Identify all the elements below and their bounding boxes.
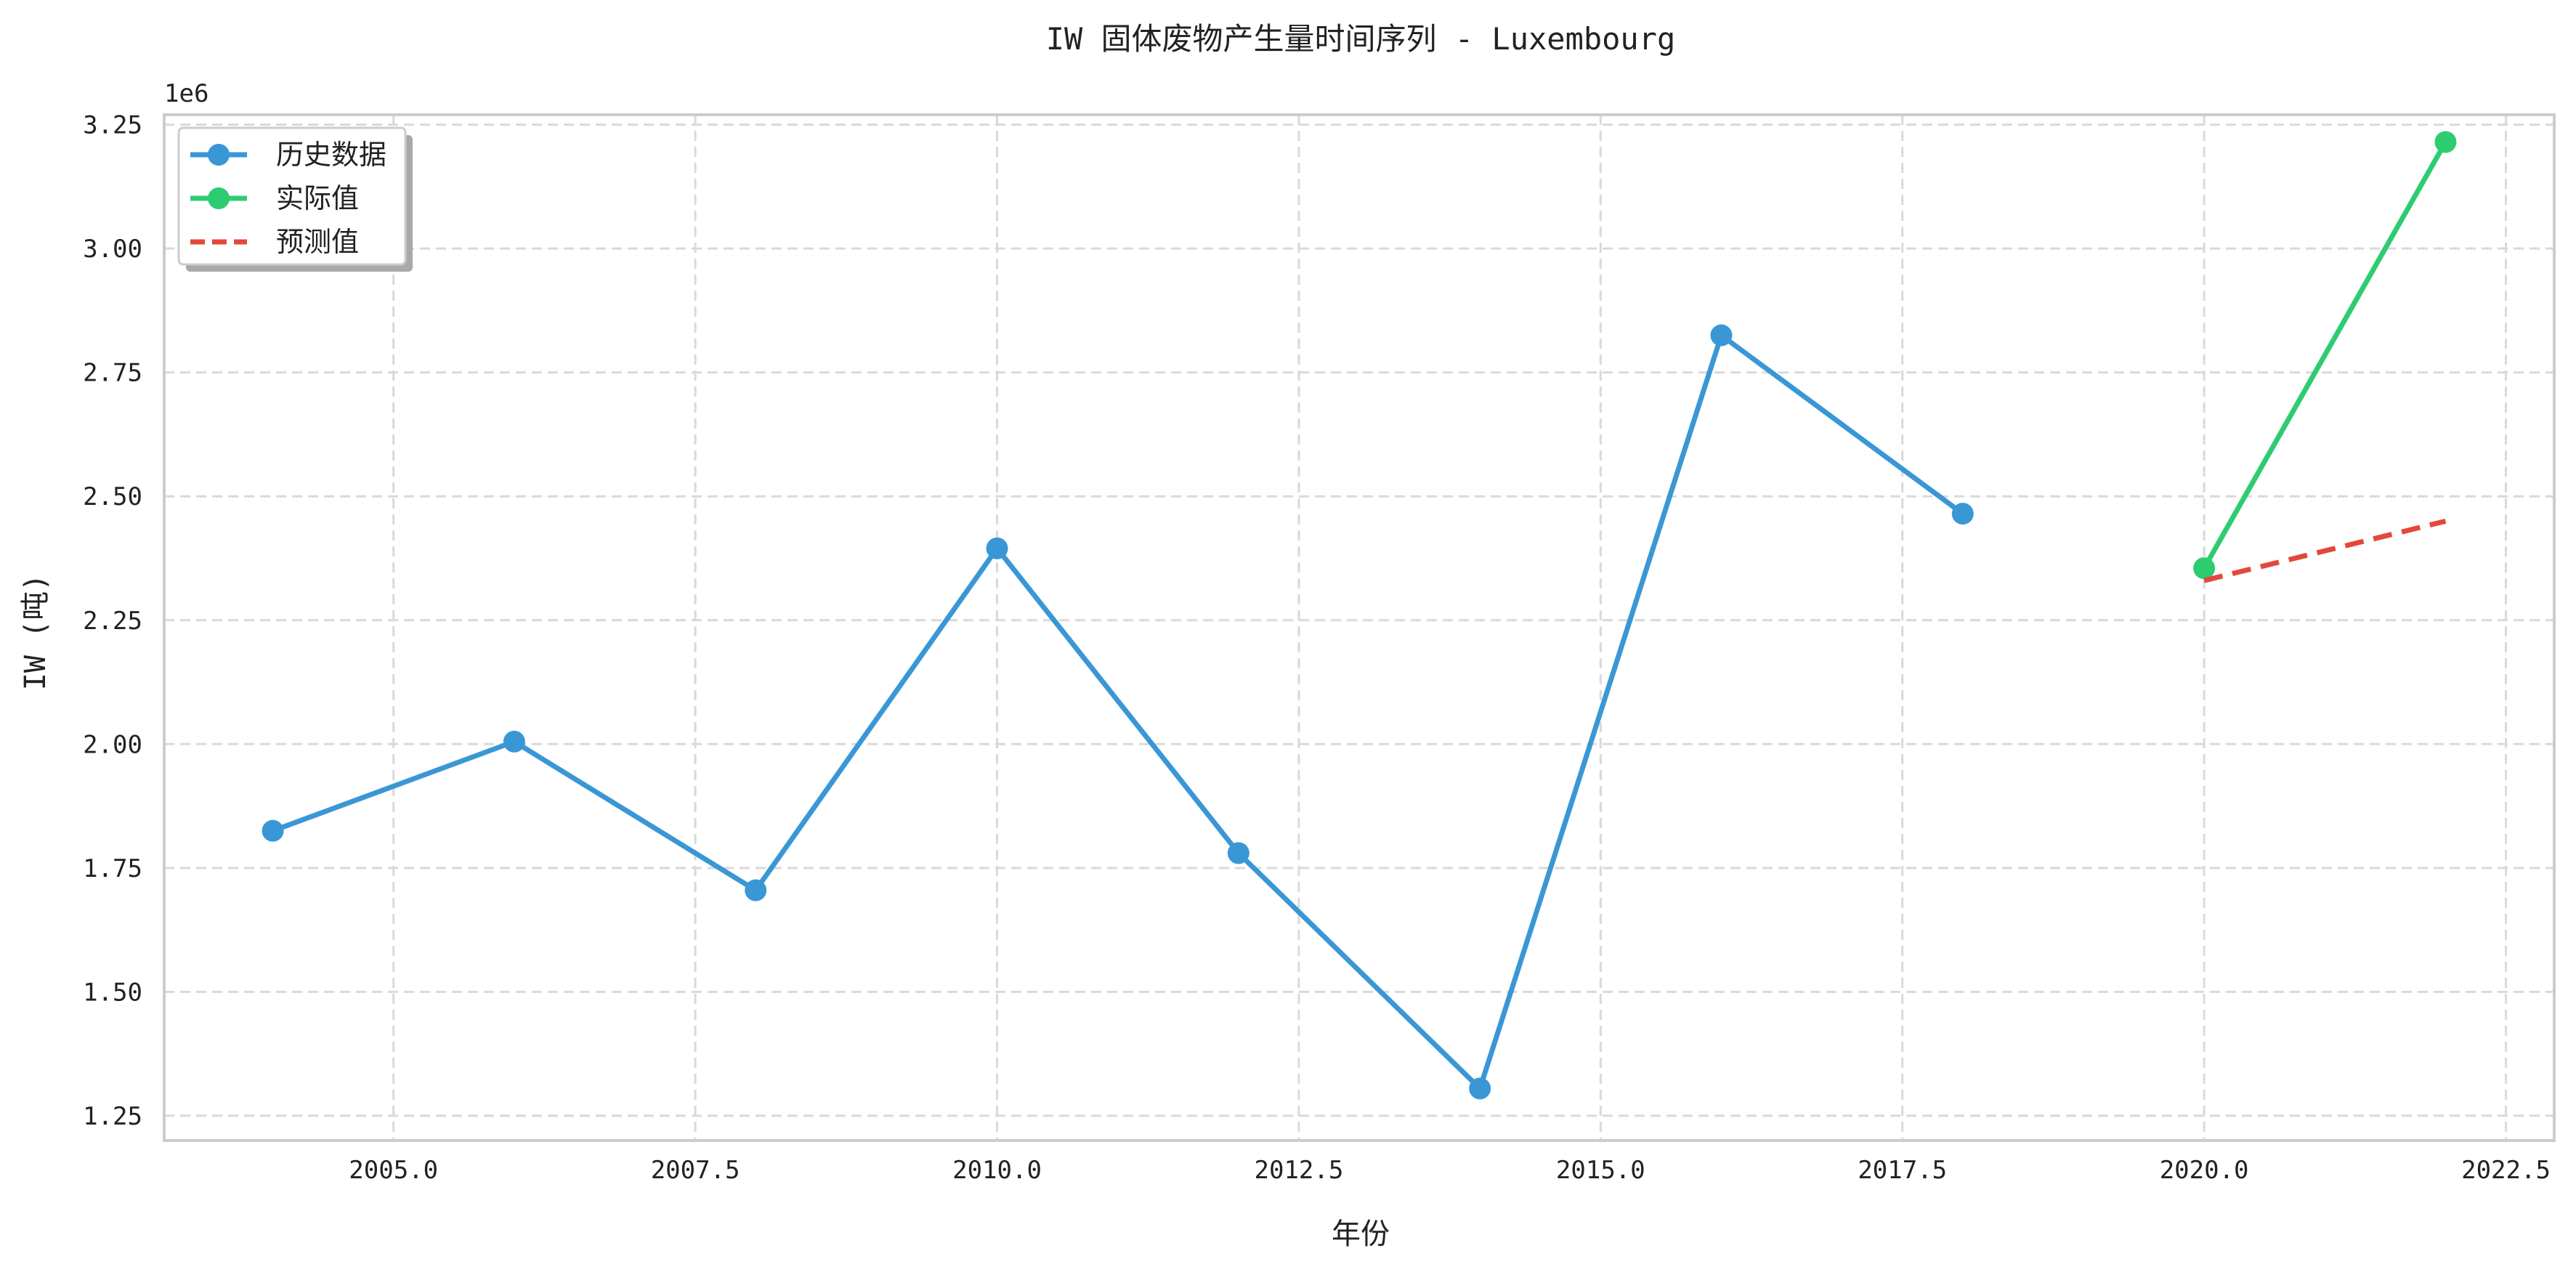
plot-area-frame bbox=[163, 113, 2556, 1142]
data-point-series-1 bbox=[1710, 324, 1733, 347]
series-line-1 bbox=[270, 333, 1966, 1091]
x-tick-label: 2020.0 bbox=[2160, 1156, 2249, 1185]
y-tick-label: 3.00 bbox=[83, 235, 142, 264]
x-tick-label: 2015.0 bbox=[1556, 1156, 1645, 1185]
data-point-series-1 bbox=[986, 537, 1008, 559]
grid bbox=[164, 115, 2554, 1141]
x-tick-label: 2005.0 bbox=[349, 1156, 438, 1185]
x-tick-label: 2022.5 bbox=[2461, 1156, 2551, 1185]
data-point-series-1 bbox=[1951, 503, 1974, 525]
legend-label-1: 历史数据 bbox=[276, 139, 386, 171]
y-tick-label: 1.75 bbox=[83, 854, 142, 883]
legend-label-2: 实际值 bbox=[276, 182, 359, 214]
legend-label-3: 预测值 bbox=[276, 226, 359, 258]
y-tick-label: 1.25 bbox=[83, 1102, 142, 1131]
data-point-series-1 bbox=[745, 879, 767, 902]
x-axis-label: 年份 bbox=[1332, 1218, 1390, 1251]
chart-title: IW 固体废物产生量时间序列 - Luxembourg bbox=[1046, 21, 1676, 57]
y-tick-label: 2.50 bbox=[83, 482, 142, 511]
x-tick-label: 2010.0 bbox=[952, 1156, 1042, 1185]
y-tick-label: 2.75 bbox=[83, 359, 142, 388]
y-tick-label: 3.25 bbox=[83, 111, 142, 140]
y-tick-label: 2.00 bbox=[83, 730, 142, 759]
data-point-series-1 bbox=[1227, 842, 1249, 864]
series-line-2 bbox=[2201, 139, 2448, 571]
y-tick-label: 1.50 bbox=[83, 978, 142, 1007]
x-tick-label: 2017.5 bbox=[1858, 1156, 1947, 1185]
data-point-series-1 bbox=[503, 730, 525, 753]
data-point-series-1 bbox=[262, 819, 284, 842]
y-offset-label: 1e6 bbox=[164, 79, 208, 108]
legend-box bbox=[177, 126, 407, 266]
data-point-series-2 bbox=[2193, 557, 2216, 580]
x-tick-label: 2012.5 bbox=[1255, 1156, 1344, 1185]
legend-marker-1 bbox=[208, 144, 230, 166]
x-tick-label: 2007.5 bbox=[651, 1156, 740, 1185]
data-point-series-2 bbox=[2434, 131, 2457, 153]
y-axis-ticks: 1.25 1.50 1.75 2.00 2.25 2.50 2.75 3.00 3.25 bbox=[83, 111, 142, 1131]
y-axis-label: IW (吨) bbox=[19, 574, 52, 690]
data-point-series-1 bbox=[1469, 1077, 1491, 1100]
x-axis-ticks: 2005.0 2007.5 2010.0 2012.5 2015.0 2017.5 2020… bbox=[349, 1156, 2551, 1185]
series-line-3 bbox=[2203, 518, 2447, 583]
series-lines bbox=[262, 131, 2457, 1100]
y-tick-label: 2.25 bbox=[83, 607, 142, 636]
legend-marker-2 bbox=[208, 187, 230, 209]
